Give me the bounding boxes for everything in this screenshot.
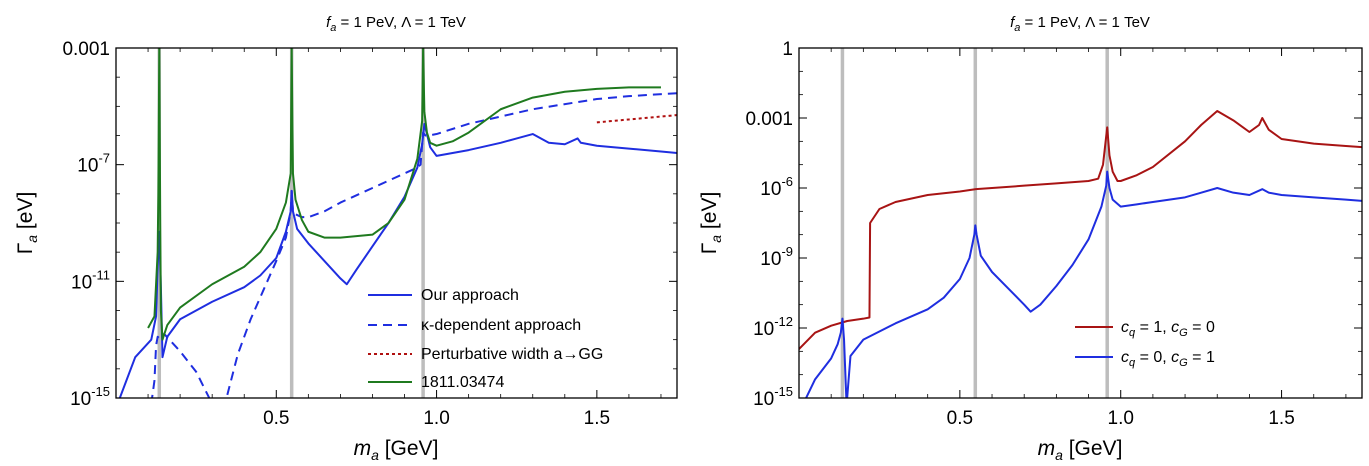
right-y-tick-label-1: 0.001 [745,109,793,130]
left-y-tick-label-0: 0.001 [62,39,110,60]
right-y-tick-label-5: 10-15 [753,384,793,410]
legend-label-reference: 1811.03474 [421,374,504,391]
right-series-line-1 [804,170,1362,398]
left-x-tick-label-2: 1.5 [584,408,610,429]
left-axis-ticks: 0.5 1.0 1.5 0.001 10-7 10-11 10-15 [62,39,677,429]
left-legend: Our approach κ-dependent approach Pertur… [368,287,603,391]
legend-label-cq0-cg1: cq = 0, cG = 1 [1121,349,1215,369]
right-panel: fa = 1 PeV, Λ = 1 TeV 0.5 1.0 1.5 1 0.001 10-… [698,14,1363,463]
left-panel: fa = 1 PeV, Λ = 1 TeV 0.5 1.0 1.5 0.001 10-7… [14,14,678,463]
right-legend: cq = 1, cG = 0 cq = 0, cG = 1 [1075,319,1215,369]
right-series-line-0 [799,110,1362,350]
left-series-line-3 [147,48,661,341]
legend-label-kappa-dependent: κ-dependent approach [421,317,581,334]
right-vertical-lines [840,48,1109,398]
left-series-line-0 [118,122,677,398]
right-y-tick-label-0: 1 [782,39,793,60]
left-y-tick-label-1: 10-7 [77,151,110,177]
legend-label-cq1-cg0: cq = 1, cG = 0 [1121,319,1215,339]
legend-label-our-approach: Our approach [421,287,519,304]
right-x-tick-label-2: 1.5 [1268,408,1294,429]
right-x-tick-label-0: 0.5 [947,408,973,429]
left-series-group [118,48,677,398]
left-series-line-1 [151,92,677,398]
right-plot-frame [798,47,1363,399]
left-x-tick-label-0: 0.5 [263,408,289,429]
right-x-tick-label-1: 1.0 [1108,408,1134,429]
left-x-axis-label: ma [GeV] [354,437,439,463]
right-y-tick-label-4: 10-12 [753,314,793,340]
right-y-tick-label-2: 10-6 [760,174,793,200]
left-y-tick-label-2: 10-11 [71,267,110,293]
left-y-axis-label: Γa [eV] [14,192,40,255]
legend-label-perturbative: Perturbative width a→GG [421,346,603,363]
left-y-tick-label-3: 10-15 [70,384,110,410]
right-y-tick-label-3: 10-9 [760,244,793,270]
left-panel-title: fa = 1 PeV, Λ = 1 TeV [326,14,466,34]
right-x-axis-label: ma [GeV] [1038,437,1123,463]
right-axis-ticks: 0.5 1.0 1.5 1 0.001 10-6 10-9 10-12 10-15 [745,39,1362,429]
right-y-axis-label: Γa [eV] [698,192,724,255]
right-panel-title: fa = 1 PeV, Λ = 1 TeV [1010,14,1150,34]
right-series-group [799,110,1362,398]
left-series-line-2 [596,114,677,124]
left-x-tick-label-1: 1.0 [423,408,449,429]
